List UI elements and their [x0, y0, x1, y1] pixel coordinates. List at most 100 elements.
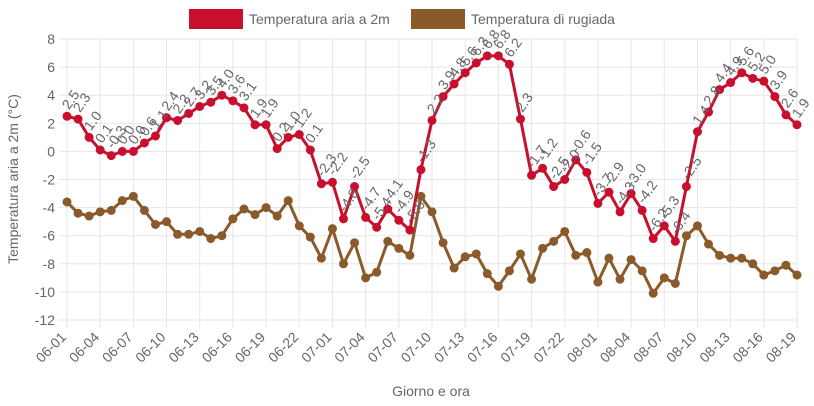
dewpoint-point — [228, 214, 238, 224]
dewpoint-point — [383, 236, 393, 246]
dewpoint-point — [482, 269, 492, 279]
legend-label: Temperatura aria a 2m — [249, 11, 390, 27]
air-temp-point — [261, 120, 271, 130]
dewpoint-point — [527, 274, 537, 284]
x-tick-label: 07-07 — [364, 329, 401, 366]
air-temp-point — [184, 108, 194, 118]
air-temp-point — [283, 132, 293, 142]
x-tick-label: 06-13 — [165, 329, 202, 366]
air-temp-point — [704, 107, 714, 117]
air-temp-point — [726, 78, 736, 88]
y-tick-label: -8 — [43, 256, 56, 272]
dewpoint-point — [405, 250, 415, 260]
air-temp-point — [792, 120, 802, 130]
air-temp-point — [128, 146, 138, 156]
air-temp-point — [272, 144, 282, 154]
dewpoint-point — [593, 277, 603, 287]
air-temp-point — [471, 58, 481, 68]
y-tick-label: 8 — [47, 31, 55, 47]
dewpoint-point — [493, 281, 503, 291]
dewpoint-point — [715, 250, 725, 260]
air-temp-point — [527, 170, 537, 180]
air-temp-point — [504, 59, 514, 69]
x-tick-label: 06-19 — [232, 329, 269, 366]
air-temp-point — [73, 114, 83, 124]
x-tick-label: 08-01 — [563, 329, 600, 366]
legend-label: Temperatura di rugiada — [471, 11, 615, 27]
dewpoint-point — [670, 278, 680, 288]
dewpoint-point — [681, 231, 691, 241]
dewpoint-point — [538, 243, 548, 253]
dewpoint-point — [339, 259, 349, 269]
air-temp-point — [195, 101, 205, 111]
air-temp-point — [560, 175, 570, 184]
air-temp-point — [648, 234, 658, 244]
air-temp-point — [327, 177, 337, 187]
dewpoint-point — [294, 221, 304, 231]
air-temp-point — [615, 207, 625, 217]
dewpoint-point — [162, 217, 172, 227]
air-temp-point — [538, 163, 548, 173]
dewpoint-point — [549, 236, 559, 246]
dewpoint-point — [206, 234, 216, 244]
dewpoint-point — [726, 253, 736, 263]
dewpoint-point — [184, 229, 194, 239]
dewpoint-point — [471, 249, 481, 259]
dewpoint-point — [350, 238, 360, 248]
dewpoint-point — [128, 191, 138, 201]
series-air-temperature — [62, 51, 802, 246]
x-tick-label: 07-19 — [497, 329, 534, 366]
dewpoint-point — [659, 273, 669, 283]
air-temp-point — [150, 131, 160, 141]
dewpoint-point — [648, 288, 658, 298]
air-temp-point — [549, 182, 559, 192]
y-tick-label: 6 — [47, 59, 55, 75]
dewpoint-point — [438, 238, 448, 248]
air-temp-point — [162, 113, 172, 123]
air-temp-point — [692, 127, 702, 137]
air-temp-point — [670, 236, 680, 246]
air-temp-point — [604, 187, 614, 197]
data-label: -4.8 — [335, 185, 362, 214]
air-temp-point — [781, 110, 791, 120]
dewpoint-point — [504, 266, 514, 276]
y-tick-label: -2 — [43, 172, 56, 188]
air-temp-point — [350, 182, 360, 192]
dewpoint-point — [106, 205, 116, 215]
air-temp-point — [372, 222, 382, 232]
air-temp-point — [737, 68, 747, 78]
x-tick-label: 06-16 — [198, 329, 235, 366]
legend-swatch — [189, 9, 243, 29]
dewpoint-point — [150, 219, 160, 229]
air-temp-point — [294, 130, 304, 140]
x-tick-label: 06-10 — [132, 329, 169, 366]
dewpoint-point — [704, 239, 714, 249]
x-tick-label: 07-04 — [331, 329, 368, 366]
dewpoint-point — [515, 249, 525, 259]
dewpoint-point — [759, 270, 769, 280]
dewpoint-point — [582, 248, 592, 258]
dewpoint-point — [692, 221, 702, 231]
air-temp-point — [482, 51, 492, 61]
y-tick-label: -6 — [43, 228, 56, 244]
x-tick-label: 08-07 — [630, 329, 667, 366]
dewpoint-point — [460, 252, 470, 262]
dewpoint-point — [217, 231, 227, 241]
x-tick-label: 07-01 — [298, 329, 335, 366]
dewpoint-point — [173, 229, 183, 239]
air-temp-point — [206, 97, 216, 107]
y-tick-label: -12 — [35, 312, 55, 328]
air-temp-point — [173, 115, 183, 125]
y-tick-label: 0 — [47, 143, 55, 159]
dewpoint-point — [239, 204, 249, 214]
data-label: -2.5 — [346, 153, 373, 182]
dewpoint-point — [195, 226, 205, 236]
air-temp-point — [637, 205, 647, 215]
air-temp-point — [438, 92, 448, 102]
air-temp-point — [383, 204, 393, 214]
dewpoint-point — [449, 263, 459, 273]
x-tick-label: 06-04 — [66, 329, 103, 366]
legend: Temperatura aria a 2m Temperatura di rugi… — [189, 9, 615, 29]
dewpoint-point — [84, 211, 94, 221]
dewpoint-point — [571, 250, 581, 260]
